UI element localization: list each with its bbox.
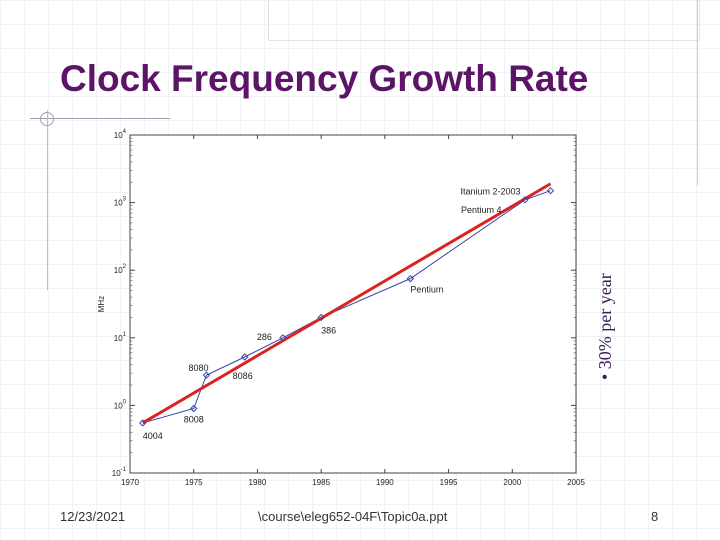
data-label: Pentium: [410, 285, 443, 295]
decorative-frame: [268, 0, 700, 41]
decorative-circle: [40, 112, 54, 126]
data-point-marker: [406, 274, 415, 283]
slide-title: Clock Frequency Growth Rate: [60, 58, 589, 99]
y-axis-label: MHz: [97, 296, 106, 312]
data-point-marker: [521, 196, 529, 204]
footer-file-path: \course\eleg652-04F\Topic0a.ppt: [258, 509, 448, 524]
data-point-marker: [546, 186, 555, 195]
decorative-line: [697, 0, 698, 185]
y-tick-label: 103: [114, 197, 127, 208]
x-tick-label: 1975: [185, 478, 203, 487]
data-label: 8080: [188, 363, 208, 373]
footer-date: 12/23/2021: [60, 509, 126, 524]
y-tick-label: 102: [114, 264, 127, 275]
data-point-marker: [240, 353, 249, 361]
data-point-marker: [202, 371, 211, 379]
y-tick-label: 104: [114, 129, 127, 140]
data-label: 8086: [233, 371, 253, 381]
x-tick-label: 1990: [376, 478, 394, 487]
processor-series-line: [142, 190, 551, 424]
clock-frequency-chart: 1970 1975 1980 1985 1990 1995 2000 2005 10-1 100 1…: [97, 129, 585, 487]
data-label: 8008: [184, 414, 204, 424]
decorative-line: [47, 110, 48, 290]
x-tick-label: 1985: [312, 478, 330, 487]
data-label: Itanium 2-2003: [461, 187, 521, 197]
trend-line: [141, 182, 552, 425]
x-tick-label: 1980: [249, 478, 267, 487]
data-label: 386: [321, 325, 336, 335]
y-tick-label: 100: [114, 399, 127, 410]
data-label: Pentium 4: [461, 205, 502, 215]
x-tick-label: 2005: [567, 478, 585, 487]
page-number: 8: [651, 509, 659, 524]
data-label: 286: [257, 332, 272, 342]
data-point-marker: [279, 334, 287, 342]
y-tick-label: 10-1: [112, 467, 127, 478]
x-tick-label: 1970: [121, 478, 139, 487]
y-tick-label: 101: [114, 332, 127, 343]
x-tick-label: 2000: [503, 478, 521, 487]
growth-rate-note: • 30% per year: [595, 273, 615, 380]
data-point-marker: [317, 313, 325, 322]
x-tick-label: 1995: [440, 478, 458, 487]
data-point-marker: [139, 419, 147, 427]
data-label: 4004: [143, 431, 163, 441]
decorative-line: [30, 118, 170, 119]
data-point-marker: [190, 404, 198, 413]
